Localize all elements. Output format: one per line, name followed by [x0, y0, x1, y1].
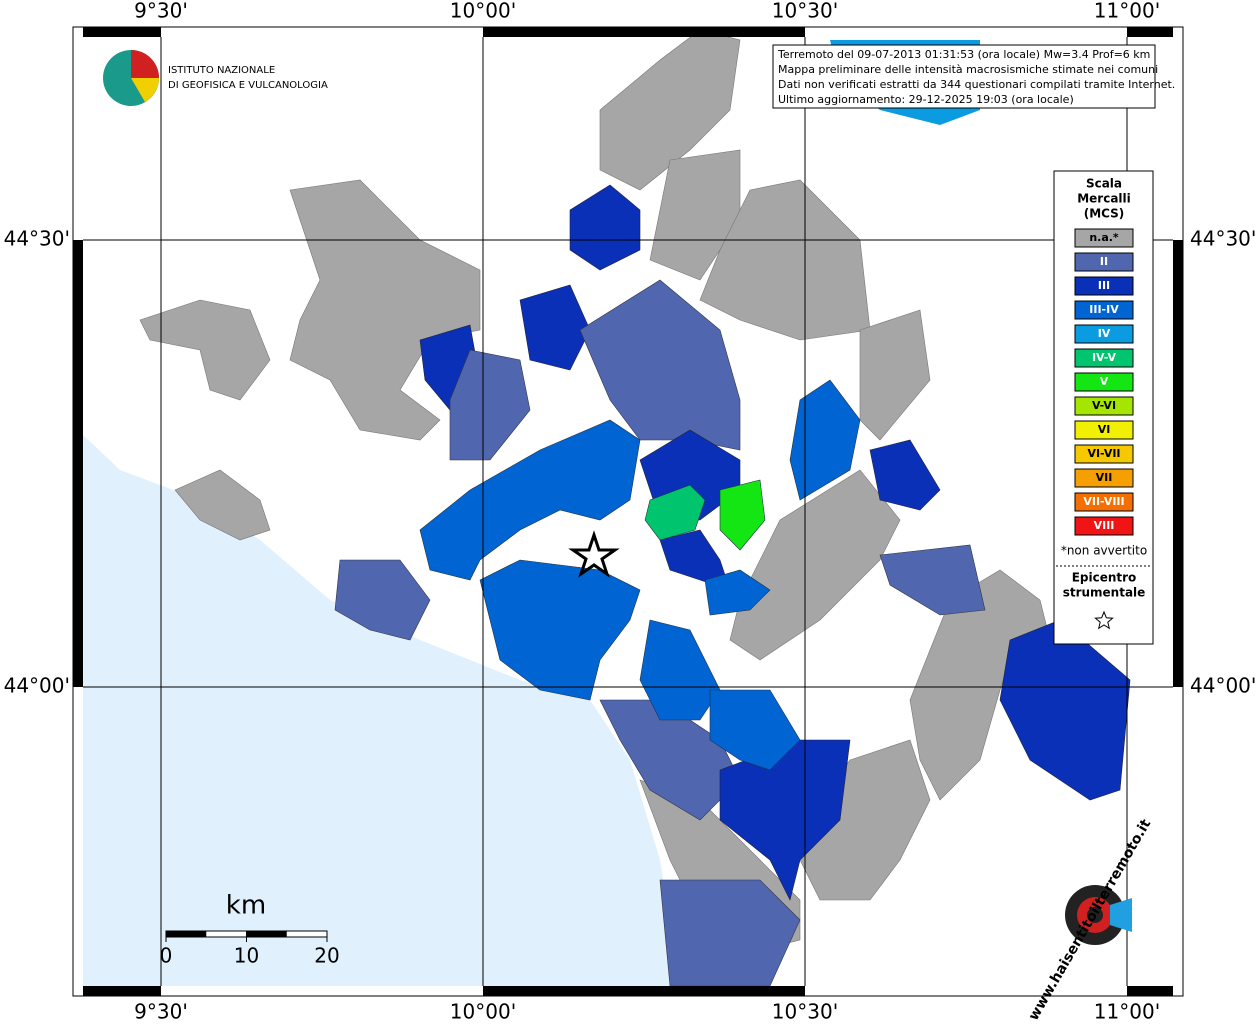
legend-label: IV — [1098, 327, 1111, 340]
legend-label: VII — [1096, 471, 1113, 484]
legend-title: (MCS) — [1084, 207, 1125, 221]
legend-swatch — [1074, 300, 1134, 320]
region — [879, 544, 986, 616]
legend-label: III-IV — [1089, 303, 1119, 316]
region — [639, 619, 721, 721]
region — [719, 479, 766, 551]
sea — [83, 435, 680, 986]
legend-swatch — [1074, 396, 1134, 416]
legend-swatch — [1074, 324, 1134, 344]
region — [699, 179, 871, 341]
legend-title: Mercalli — [1077, 192, 1131, 206]
legend-label: III — [1098, 279, 1110, 292]
region — [659, 879, 801, 987]
legend-swatch — [1074, 348, 1134, 368]
legend-swatch — [1074, 252, 1134, 272]
info-line: Terremoto del 09-07-2013 01:31:53 (ora l… — [777, 48, 1150, 61]
legend-label: VII-VIII — [1083, 495, 1124, 508]
region — [719, 739, 851, 901]
region — [869, 439, 941, 511]
legend-label: IV-V — [1092, 351, 1117, 364]
scale-unit: km — [226, 891, 266, 921]
axis-label: 11°00' — [1094, 1000, 1160, 1024]
legend-swatch — [1074, 444, 1134, 464]
region — [519, 284, 591, 371]
region — [709, 689, 801, 771]
legend-label: n.a.* — [1089, 231, 1119, 244]
region — [449, 349, 531, 461]
axis-label: 11°00' — [1094, 0, 1160, 23]
region — [789, 379, 861, 501]
region — [599, 29, 741, 191]
info-line: Dati non verificati estratti da 344 ques… — [778, 78, 1175, 91]
legend-content: ScalaMercalli(MCS)n.a.*IIIIIIII-IVIVIV-V… — [1056, 177, 1151, 630]
region — [289, 179, 481, 441]
legend-title: Scala — [1086, 177, 1122, 191]
legend-label: II — [1100, 255, 1108, 268]
inst-logo — [103, 50, 159, 106]
region — [729, 469, 901, 661]
axis-label: 44°00' — [4, 674, 70, 698]
axis-labels: 9°30' 10°00' 10°30' 11°00' 9°30' 10°00' 10°30'… — [4, 0, 1256, 1024]
frame-bars — [73, 27, 1183, 996]
legend-label: V-VI — [1092, 399, 1116, 412]
region — [569, 184, 641, 271]
legend-swatch — [1074, 468, 1134, 488]
axis-label: 10°00' — [450, 1000, 516, 1024]
axis-label: 44°00' — [1190, 674, 1256, 698]
region — [139, 299, 271, 401]
region — [174, 469, 271, 541]
axis-label: 44°30' — [1190, 227, 1256, 251]
region — [579, 279, 741, 451]
region — [479, 559, 641, 701]
legend-swatch — [1074, 372, 1134, 392]
region — [859, 309, 931, 441]
scale-label: 10 — [234, 944, 259, 968]
legend-swatch — [1074, 516, 1134, 536]
axis-label: 10°30' — [772, 0, 838, 23]
legend-label: V — [1100, 375, 1109, 388]
axis-label: 10°00' — [450, 0, 516, 23]
scale-label: 20 — [314, 944, 339, 968]
info-line: Mappa preliminare delle intensità macros… — [778, 63, 1158, 76]
epicenter — [568, 530, 620, 578]
region — [334, 559, 431, 641]
institute-line: DI GEOFISICA E VULCANOLOGIA — [168, 80, 328, 91]
legend-epicenter: strumentale — [1063, 586, 1146, 600]
legend-swatch — [1074, 228, 1134, 248]
scale-segment — [166, 931, 207, 937]
info: Terremoto del 09-07-2013 01:31:53 (ora l… — [777, 48, 1175, 106]
axis-label: 10°30' — [772, 1000, 838, 1024]
axis-label: 44°30' — [4, 227, 70, 251]
legend-label: VIII — [1094, 519, 1115, 532]
region — [644, 484, 706, 541]
legend-swatch — [1074, 492, 1134, 512]
axis-label: 9°30' — [134, 0, 188, 23]
scale-segment — [246, 931, 287, 937]
legend-note: *non avvertito — [1061, 544, 1147, 558]
info-line: Ultimo aggiornamento: 29-12-2025 19:03 (… — [778, 93, 1074, 106]
legend-epicenter: Epicentro — [1072, 571, 1137, 585]
scale-label: 0 — [160, 944, 173, 968]
region — [909, 569, 1051, 801]
region — [419, 419, 641, 581]
legend-swatch — [1074, 420, 1134, 440]
info-box — [772, 44, 1156, 109]
regions — [83, 29, 1131, 987]
legend-star — [1094, 610, 1114, 630]
institute-line: ISTITUTO NAZIONALE — [168, 65, 275, 76]
legend-label: VI-VII — [1087, 447, 1120, 460]
legend-swatch — [1074, 276, 1134, 296]
website-logo — [1065, 885, 1132, 945]
axis-label: 9°30' — [134, 1000, 188, 1024]
region — [704, 569, 771, 616]
scale-bar: 0 10 20 — [160, 930, 340, 968]
legend-label: VI — [1098, 423, 1111, 436]
